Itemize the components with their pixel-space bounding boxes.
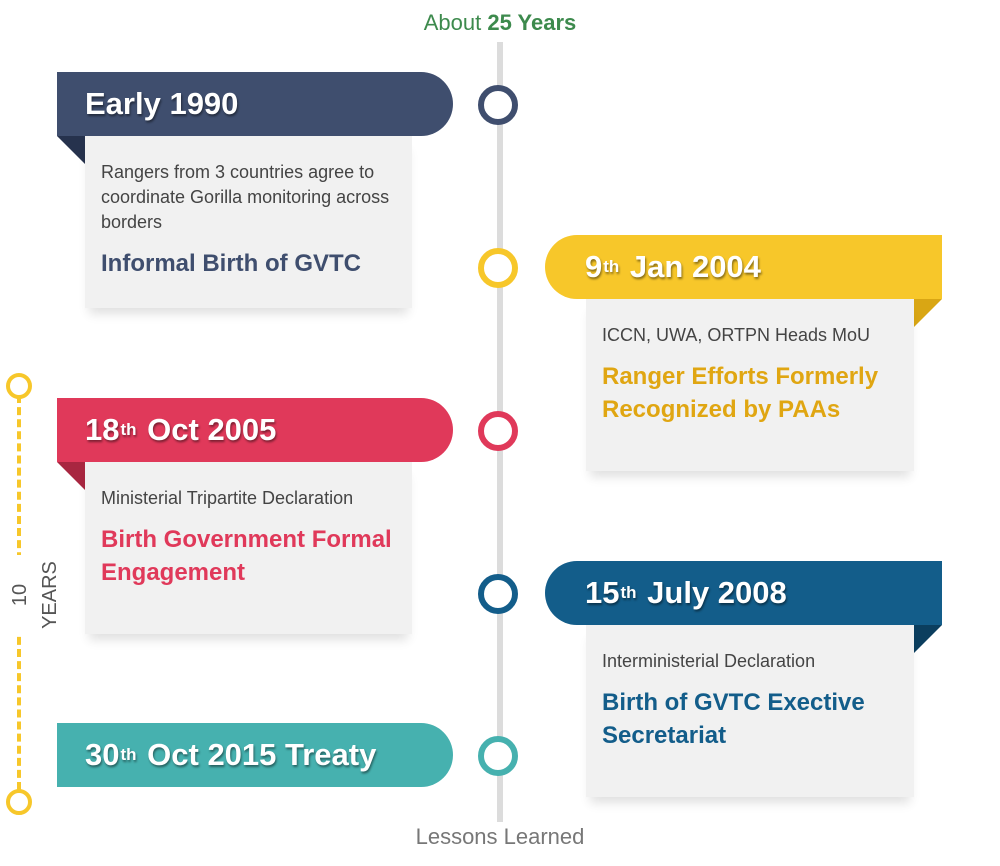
timeline-node — [478, 736, 518, 776]
event-description: Ministerial Tripartite Declaration — [101, 488, 354, 508]
period-label: 10 YEARS — [5, 555, 61, 635]
banner-fold — [57, 136, 85, 164]
event-date-banner: Early 1990 — [57, 72, 453, 136]
event-card: ICCN, UWA, ORTPN Heads MoU Ranger Effort… — [586, 299, 914, 471]
event-card: Interministerial Declaration Birth of GV… — [586, 625, 914, 797]
event-description: Rangers from 3 countries agree to coordi… — [101, 162, 390, 232]
event-description: ICCN, UWA, ORTPN Heads MoU — [602, 325, 871, 345]
event-date-rest: Oct 2005 — [147, 412, 277, 447]
timeline-title-highlight: 25 Years — [487, 10, 577, 35]
event-date-rest: Jan 2004 — [629, 249, 761, 284]
timeline-title-prefix: About — [423, 10, 482, 35]
period-start-marker — [6, 373, 32, 399]
timeline-title: About 25 Years — [0, 10, 1000, 36]
event-card: Ministerial Tripartite Declaration Birth… — [85, 462, 412, 634]
event-date-day: 9 — [585, 249, 603, 284]
period-end-marker — [6, 789, 32, 815]
timeline-node — [478, 248, 518, 288]
event-headline: Birth Government Formal Engagement — [101, 526, 392, 586]
event-headline: Informal Birth of GVTC — [101, 250, 361, 277]
banner-fold — [914, 625, 942, 653]
event-headline: Ranger Efforts Formerly Recognized by PA… — [602, 363, 879, 423]
event-headline: Birth of GVTC Exective Secretariat — [602, 689, 865, 749]
banner-fold — [914, 299, 942, 327]
timeline-node — [478, 574, 518, 614]
event-date: Early 1990 — [85, 86, 239, 121]
timeline-node — [478, 85, 518, 125]
event-card: Rangers from 3 countries agree to coordi… — [85, 136, 412, 308]
event-date-day: 18 — [85, 412, 120, 447]
event-date-day: 15 — [585, 575, 620, 610]
event-date-day: 30 — [85, 737, 120, 772]
event-date-rest: July 2008 — [647, 575, 787, 610]
timeline-footer: Lessons Learned — [415, 824, 585, 849]
event-description: Interministerial Declaration — [602, 651, 816, 671]
timeline-node — [478, 411, 518, 451]
event-date-rest: Oct 2015 Treaty — [147, 737, 377, 772]
banner-fold — [57, 462, 85, 490]
